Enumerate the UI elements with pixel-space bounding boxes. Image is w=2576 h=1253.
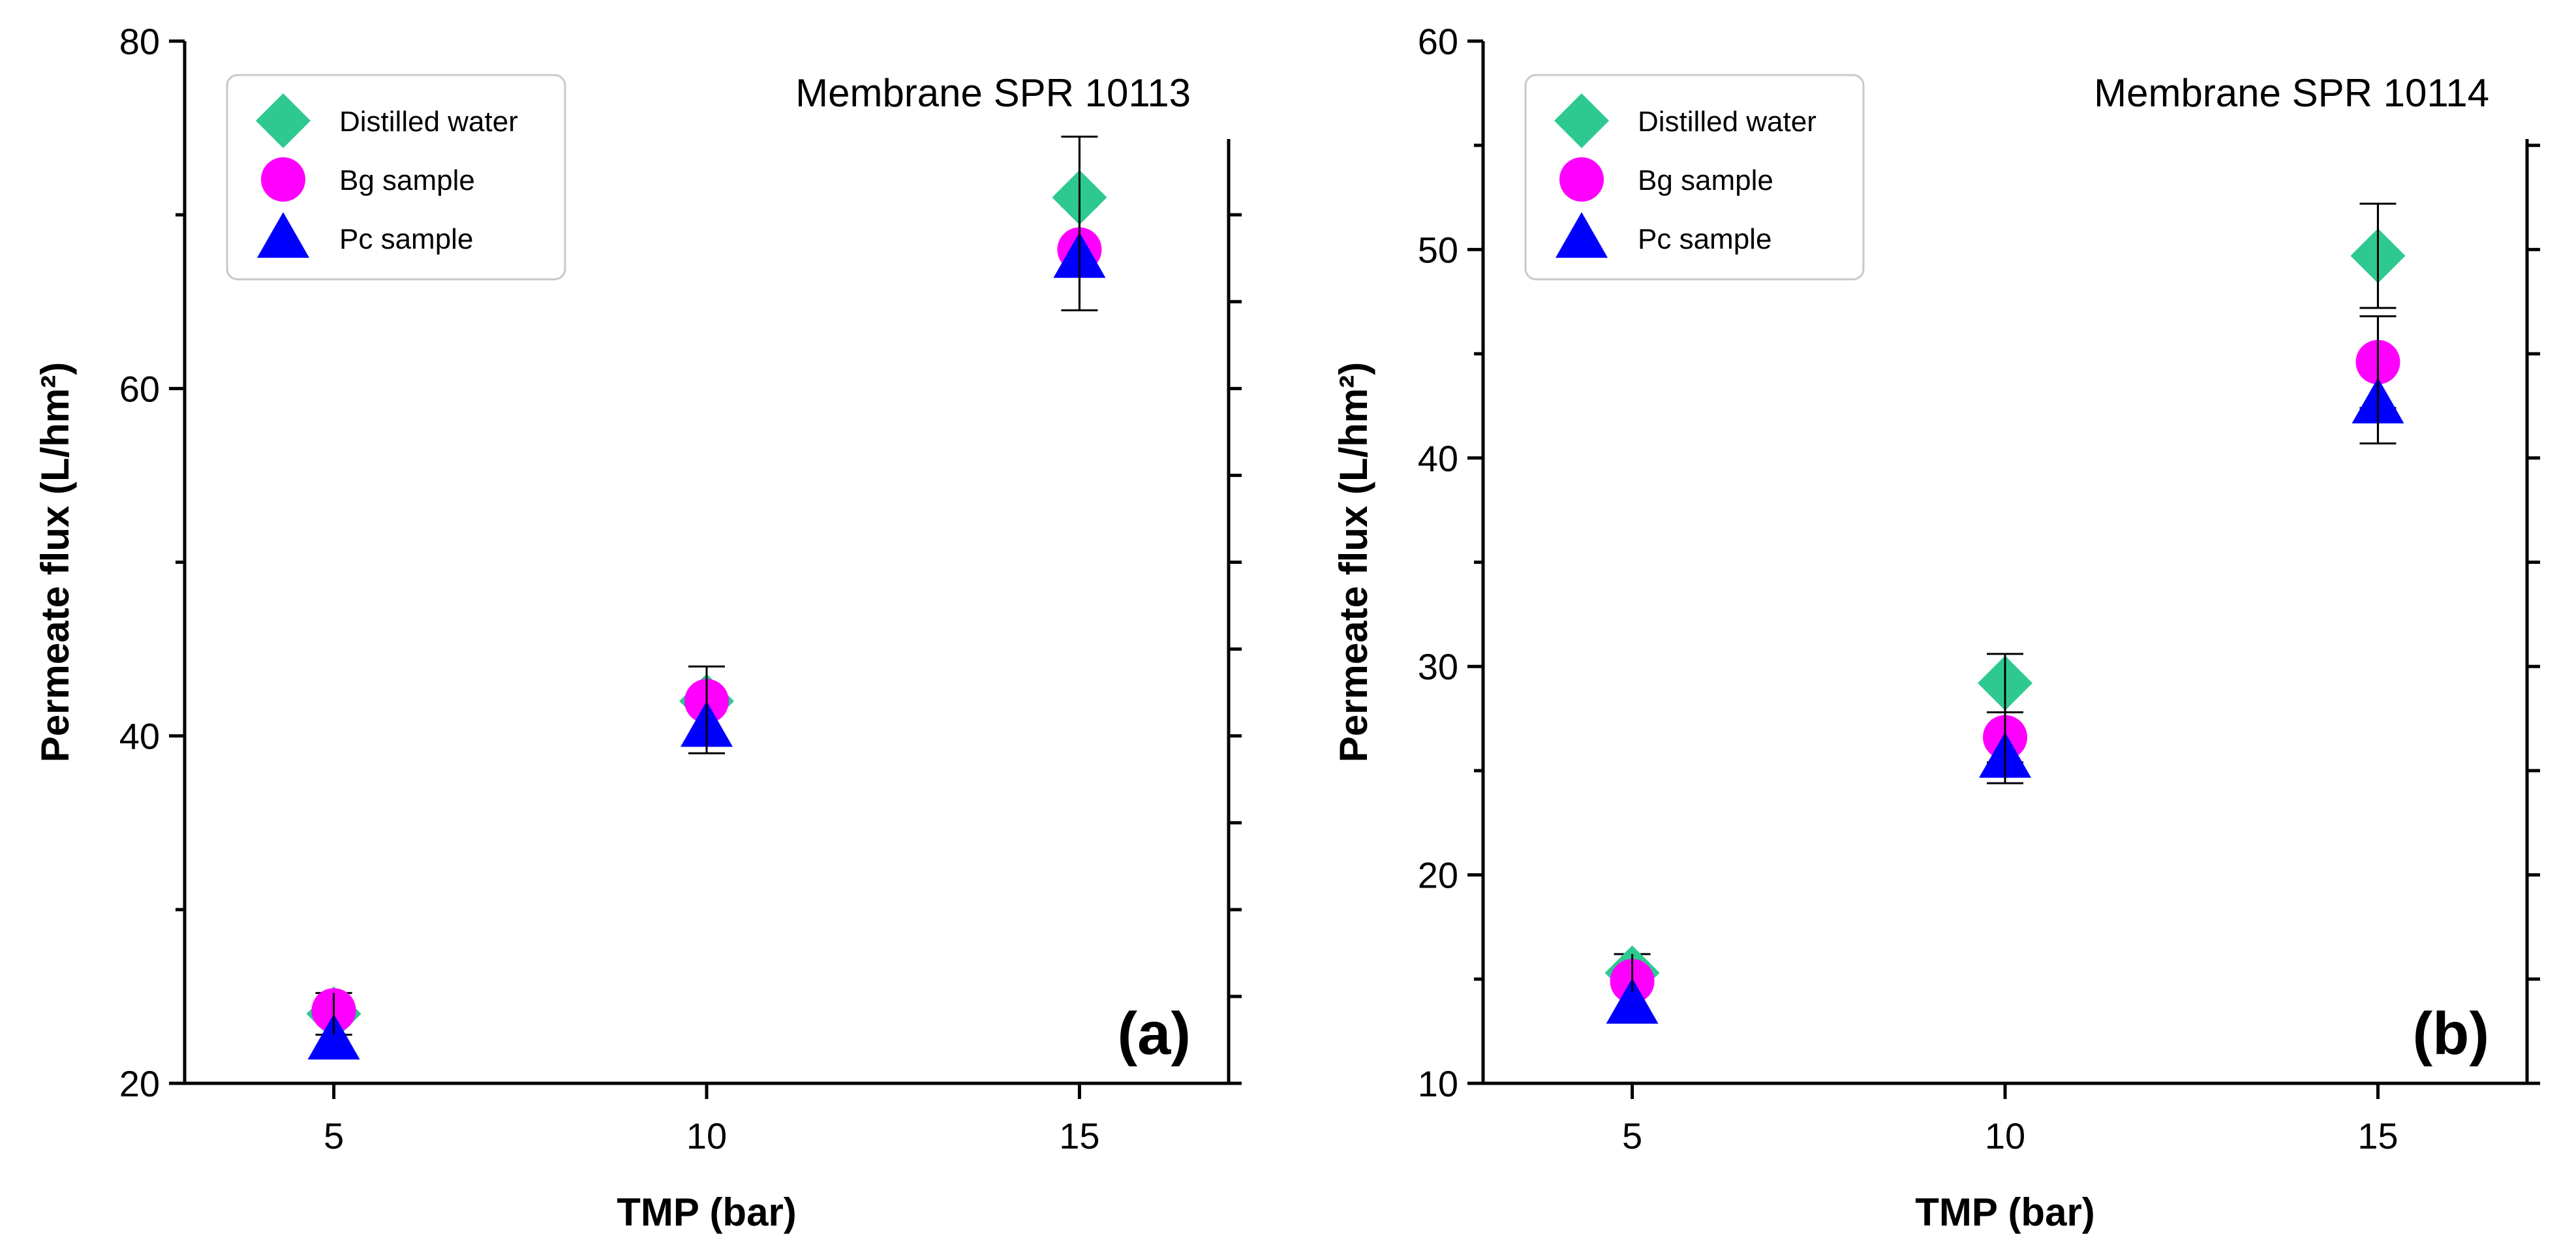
legend-label: Distilled water	[1638, 106, 1817, 138]
legend-box	[1524, 74, 1865, 281]
legend-marker-diamond	[256, 93, 311, 148]
x-axis-title: TMP (bar)	[617, 1190, 797, 1234]
y-tick-label: 50	[1418, 229, 1458, 270]
x-tick-label: 10	[1985, 1115, 2025, 1156]
x-axis-title: TMP (bar)	[1915, 1190, 2095, 1234]
panel-label: (a)	[1118, 1000, 1191, 1067]
legend-marker-circle	[261, 157, 305, 202]
y-tick-label: 40	[1418, 438, 1458, 479]
y-tick-label: 20	[119, 1063, 160, 1104]
membrane-annotation: Membrane SPR 10113	[795, 71, 1191, 115]
legend-label: Distilled water	[339, 106, 518, 138]
legend-label: Pc sample	[1638, 223, 1771, 255]
y-tick-label: 60	[119, 368, 160, 409]
legend: Distilled water Bg sample Pc sample	[226, 74, 566, 281]
membrane-annotation: Membrane SPR 10114	[2094, 71, 2489, 115]
legend-marker-triangle	[1556, 212, 1608, 258]
chart-panel-a: 20 40 60 80 5 10 15 TMP (bar) Permeate flux (L/h…	[33, 21, 1242, 1234]
data-point-pc-sample	[1606, 978, 1659, 1024]
x-tick-label: 5	[324, 1115, 344, 1156]
x-tick-label: 5	[1622, 1115, 1642, 1156]
legend-marker-diamond	[1554, 93, 1609, 148]
x-tick-label: 15	[1059, 1115, 1099, 1156]
y-tick-label: 30	[1418, 646, 1458, 687]
data-point-pc-sample	[307, 1013, 360, 1060]
x-tick-label: 15	[2357, 1115, 2398, 1156]
legend-marker-circle	[1559, 157, 1604, 202]
y-axis-title: Permeate flux (L/hm²)	[1332, 362, 1375, 762]
y-tick-label: 10	[1418, 1063, 1458, 1104]
y-tick-label: 20	[1418, 855, 1458, 896]
x-tick-label: 10	[686, 1115, 727, 1156]
y-tick-label: 80	[119, 21, 160, 62]
y-axis-title: Permeate flux (L/hm²)	[33, 362, 77, 762]
y-tick-label: 60	[1418, 21, 1458, 62]
legend-label: Pc sample	[339, 223, 473, 255]
legend-box	[226, 74, 566, 281]
legend-marker-triangle	[257, 212, 309, 258]
legend-label: Bg sample	[1638, 164, 1773, 196]
legend-label: Bg sample	[339, 164, 475, 196]
y-tick-label: 40	[119, 716, 160, 757]
legend: Distilled water Bg sample Pc sample	[1524, 74, 1865, 281]
panel-label: (b)	[2413, 1000, 2489, 1067]
chart-panel-b: 10 20 30 40 50 60 5 10 15 TMP (bar) Permeate flux …	[1332, 21, 2540, 1234]
